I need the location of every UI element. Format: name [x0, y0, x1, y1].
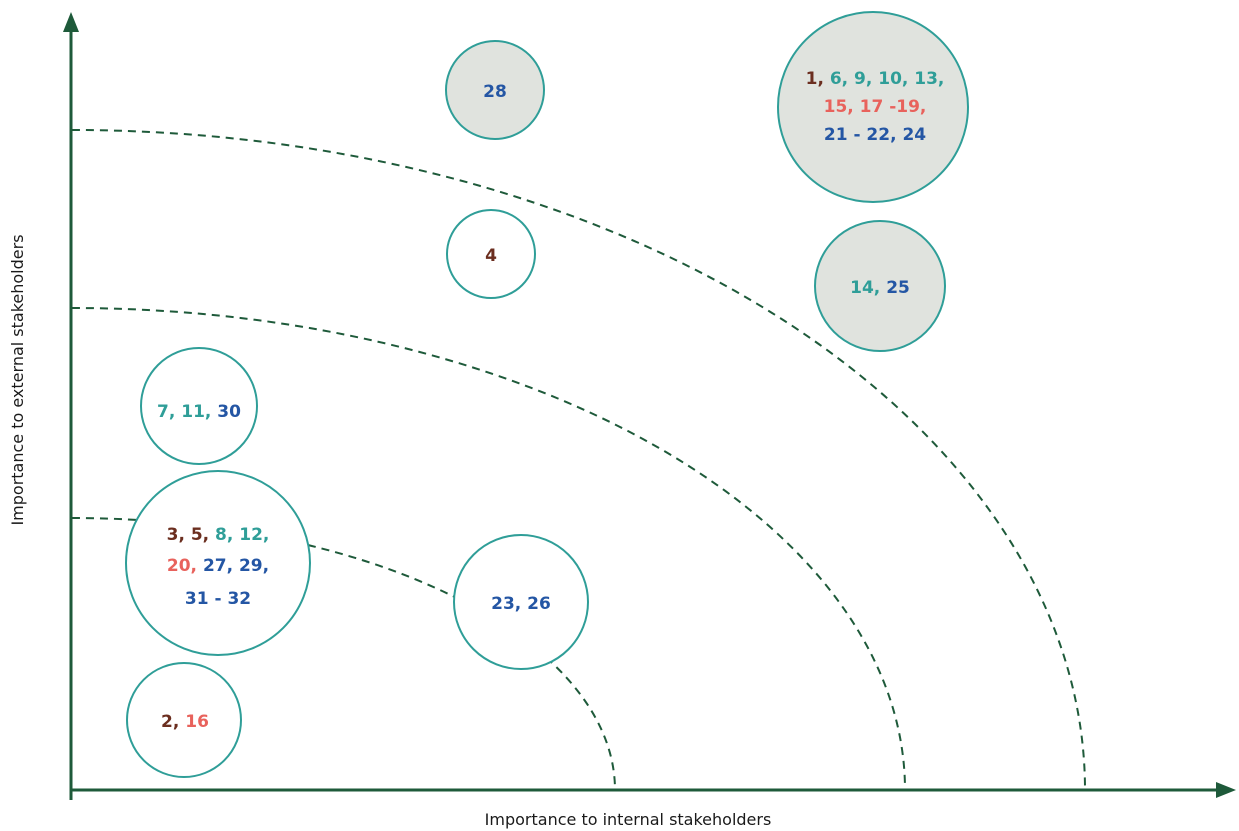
tier-arc-outer	[71, 129, 1086, 791]
bubble-label-segment: 21 - 22, 24	[824, 125, 926, 145]
bubble-label-segment: 1,	[806, 69, 830, 89]
bubble-circle	[140, 347, 258, 465]
bubble-label: 14, 25	[850, 278, 910, 298]
bubble-top-right: 1, 6, 9, 10, 13, 15, 17 -19, 21 - 22, 24	[777, 11, 969, 203]
bubble-label: 21 - 22, 24	[824, 125, 926, 145]
bubble-label-segment: 16	[185, 712, 209, 732]
bubble-circle	[126, 662, 242, 778]
bubble-28: 28	[445, 40, 545, 140]
bubble-label: 15, 17 -19,	[824, 97, 927, 117]
bubble-label-segment: 6, 9, 10, 13,	[830, 69, 945, 89]
bubble-label-segment: 14,	[850, 278, 886, 298]
bubble-label: 2, 16	[161, 712, 209, 732]
bubble-label-segment: 31 - 32	[185, 589, 251, 609]
bubble-label: 3, 5, 8, 12,	[167, 525, 270, 545]
bubble-7-11-30: 7, 11, 30	[140, 347, 258, 465]
bubble-label-segment: 23, 26	[491, 594, 551, 614]
y-axis-label: Importance to external stakeholders	[8, 234, 27, 525]
bubble-4: 4	[446, 209, 536, 299]
bubble-label-segment: 7, 11,	[157, 402, 217, 422]
bubble-14-25: 14, 25	[814, 220, 946, 352]
bubble-label-segment: 8, 12,	[215, 525, 269, 545]
bubble-circle	[446, 209, 536, 299]
bubble-label: 23, 26	[491, 594, 551, 614]
bubble-label-segment: 28	[483, 82, 507, 102]
bubble-label-segment: 25	[886, 278, 910, 298]
bubble-label-segment: 4	[485, 246, 497, 266]
bubble-label-segment: 3, 5,	[167, 525, 215, 545]
bubble-label: 1, 6, 9, 10, 13,	[806, 69, 945, 89]
bubble-label: 20, 27, 29,	[167, 556, 269, 576]
bubble-label-segment: 20,	[167, 556, 203, 576]
bubble-circle	[777, 11, 969, 203]
bubble-label: 7, 11, 30	[157, 402, 241, 422]
bubble-label-segment: 27, 29,	[203, 556, 269, 576]
bubble-circle	[453, 534, 589, 670]
y-axis-arrowhead	[63, 12, 79, 32]
bubble-label-segment: 15, 17 -19,	[824, 97, 927, 117]
bubble-23-26: 23, 26	[453, 534, 589, 670]
bubble-label-segment: 30	[217, 402, 241, 422]
bubble-label: 31 - 32	[185, 589, 251, 609]
bubble-circle	[445, 40, 545, 140]
x-axis-label: Importance to internal stakeholders	[485, 810, 772, 829]
bubble-label: 28	[483, 82, 507, 102]
bubble-large-left: 3, 5, 8, 12, 20, 27, 29, 31 - 32	[125, 470, 311, 656]
x-axis-arrowhead	[1216, 782, 1236, 798]
bubble-label-segment: 2,	[161, 712, 185, 732]
bubble-2-16: 2, 16	[126, 662, 242, 778]
bubble-label: 4	[485, 246, 497, 266]
bubble-circle	[814, 220, 946, 352]
tier-arc-middle	[71, 307, 906, 791]
bubble-circle	[125, 470, 311, 656]
